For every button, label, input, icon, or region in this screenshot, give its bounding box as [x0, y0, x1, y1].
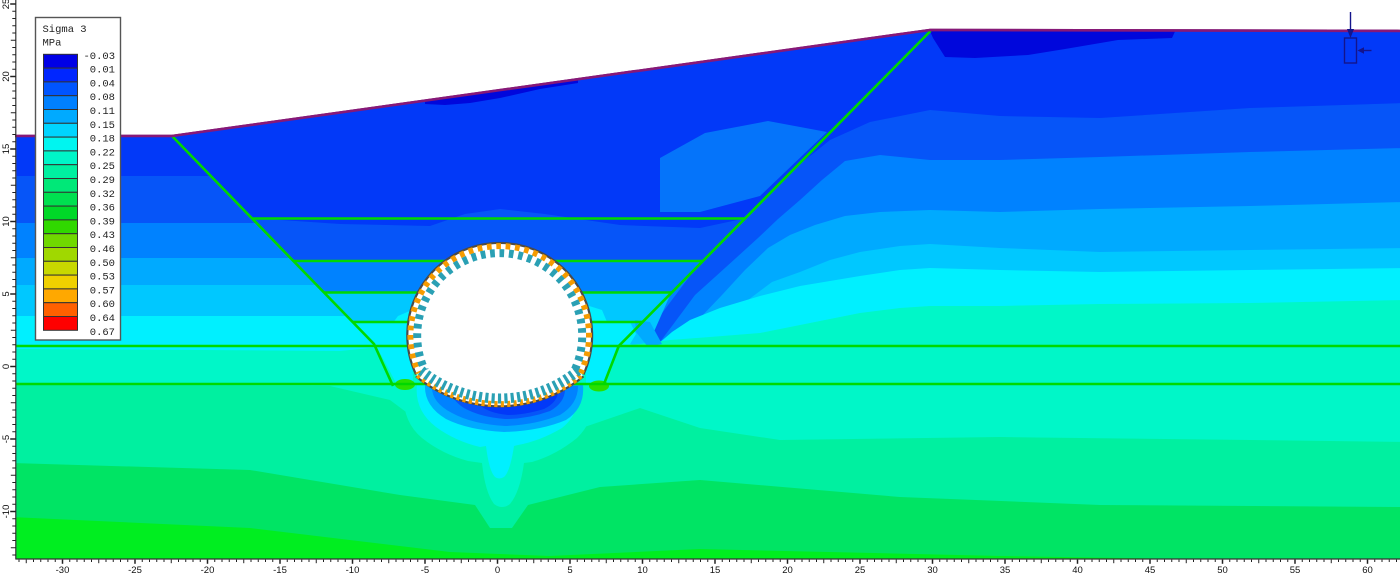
- svg-text:15: 15: [1, 144, 12, 155]
- svg-text:35: 35: [1000, 565, 1011, 575]
- svg-text:0.11: 0.11: [90, 106, 115, 118]
- svg-text:40: 40: [1072, 565, 1083, 575]
- svg-text:0: 0: [1, 364, 12, 369]
- svg-text:15: 15: [710, 565, 721, 575]
- svg-text:60: 60: [1362, 565, 1373, 575]
- svg-text:MPa: MPa: [43, 37, 62, 49]
- svg-text:0.18: 0.18: [90, 134, 115, 146]
- svg-text:0.08: 0.08: [90, 92, 115, 104]
- svg-text:30: 30: [927, 565, 938, 575]
- svg-text:25: 25: [1, 0, 12, 9]
- svg-text:20: 20: [782, 565, 793, 575]
- svg-text:0.57: 0.57: [90, 285, 115, 297]
- svg-text:55: 55: [1290, 565, 1301, 575]
- svg-text:0.15: 0.15: [90, 120, 115, 132]
- svg-text:45: 45: [1145, 565, 1156, 575]
- svg-text:0.60: 0.60: [90, 299, 115, 311]
- svg-text:20: 20: [1, 71, 12, 82]
- svg-text:50: 50: [1217, 565, 1228, 575]
- svg-text:-5: -5: [421, 565, 429, 575]
- svg-text:-20: -20: [201, 565, 215, 575]
- svg-text:0.01: 0.01: [90, 65, 115, 77]
- svg-text:-30: -30: [56, 565, 70, 575]
- svg-text:0.39: 0.39: [90, 216, 115, 228]
- svg-text:0.36: 0.36: [90, 203, 115, 215]
- svg-text:10: 10: [1, 216, 12, 227]
- svg-text:0.04: 0.04: [90, 78, 115, 90]
- svg-text:-10: -10: [1, 505, 12, 519]
- svg-text:0.46: 0.46: [90, 244, 115, 256]
- svg-text:Sigma 3: Sigma 3: [43, 24, 87, 36]
- svg-text:-5: -5: [1, 435, 12, 443]
- svg-text:0.67: 0.67: [90, 327, 115, 339]
- svg-text:5: 5: [567, 565, 572, 575]
- svg-text:-0.03: -0.03: [83, 51, 115, 63]
- svg-text:0: 0: [495, 565, 500, 575]
- svg-text:5: 5: [1, 291, 12, 296]
- svg-text:0.25: 0.25: [90, 161, 115, 173]
- svg-text:0.29: 0.29: [90, 175, 115, 187]
- svg-text:10: 10: [637, 565, 648, 575]
- svg-text:0.53: 0.53: [90, 272, 115, 284]
- svg-text:0.22: 0.22: [90, 147, 115, 159]
- svg-text:25: 25: [855, 565, 866, 575]
- svg-text:0.50: 0.50: [90, 258, 115, 270]
- svg-text:-15: -15: [273, 565, 287, 575]
- svg-text:0.64: 0.64: [90, 313, 115, 325]
- svg-text:-10: -10: [346, 565, 360, 575]
- svg-text:-25: -25: [128, 565, 142, 575]
- svg-text:0.43: 0.43: [90, 230, 115, 242]
- svg-text:0.32: 0.32: [90, 189, 115, 201]
